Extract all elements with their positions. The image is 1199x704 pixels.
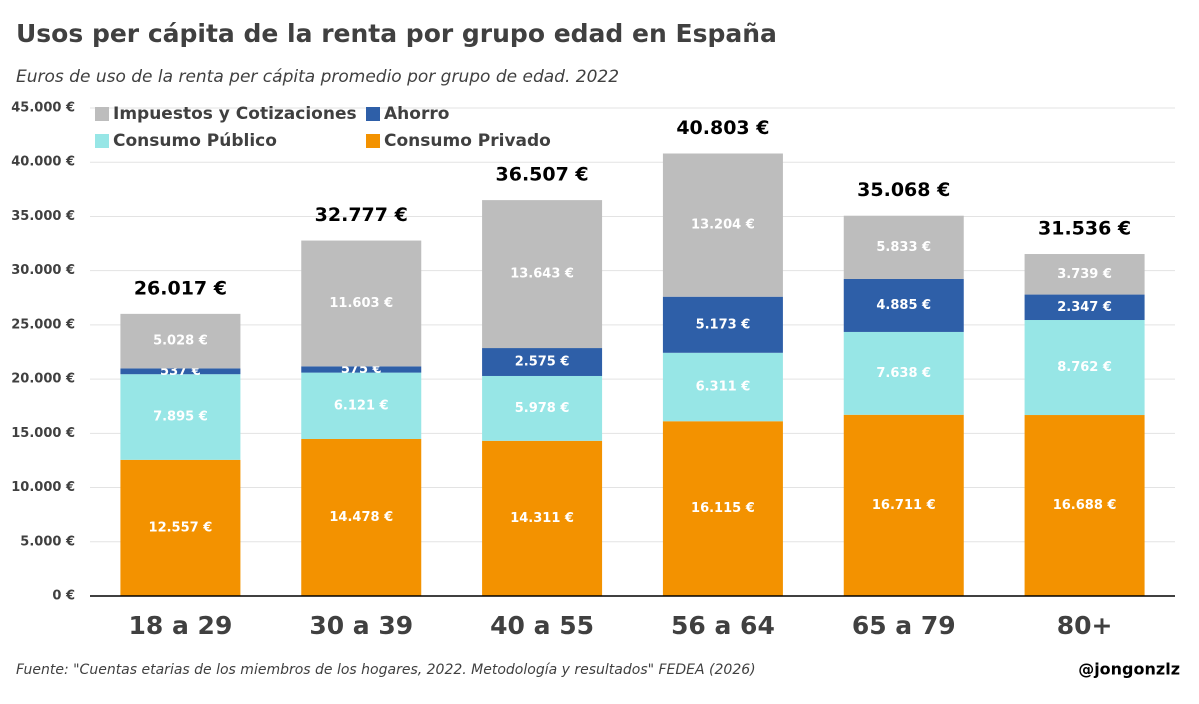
bar-segment [120,368,241,375]
bar-segment [482,440,603,596]
y-tick-label: 35.000 € [11,209,75,224]
bar-segment [1024,254,1145,295]
total-label: 31.536 € [1038,218,1131,240]
bar-segment [843,331,964,415]
bar-segment [662,352,783,422]
value-label: 16.115 € [691,501,755,516]
value-label: 3.739 € [1057,267,1112,282]
bar-segment [301,372,422,439]
legend-swatch [95,107,109,121]
value-label: 13.643 € [510,267,574,282]
value-label: 6.311 € [696,380,751,395]
x-tick-label: 30 a 39 [309,611,413,640]
value-label: 5.028 € [153,334,208,349]
y-tick-label: 30.000 € [11,263,75,278]
value-label: 2.575 € [515,355,570,370]
legend-swatch [366,107,380,121]
bar-segment [662,296,783,353]
bar-segment [662,421,783,596]
bar-segment [843,414,964,596]
value-label: 7.638 € [876,366,931,381]
value-label: 16.711 € [872,498,936,513]
value-label: 14.478 € [329,510,393,525]
y-tick-label: 15.000 € [11,426,75,441]
legend-label: Consumo Privado [384,131,551,151]
legend-swatch [95,134,109,148]
bar-segment [1024,415,1145,596]
bar-segment [1024,320,1145,416]
value-label: 8.762 € [1057,360,1112,375]
total-label: 35.068 € [857,179,950,201]
total-label: 32.777 € [315,204,408,226]
y-tick-label: 40.000 € [11,155,75,170]
value-label: 12.557 € [149,520,213,535]
value-label: 7.895 € [153,410,208,425]
y-tick-label: 10.000 € [11,480,75,495]
bar-segment [482,200,603,349]
x-tick-label: 56 a 64 [671,611,775,640]
chart-title: Usos per cápita de la renta por grupo ed… [16,19,777,48]
bar-segment [843,215,964,279]
x-tick-label: 65 a 79 [852,611,956,640]
legend-label: Impuestos y Cotizaciones [113,104,357,124]
bar-segment [120,374,241,460]
bar-segment [301,438,422,596]
legend-swatch [366,134,380,148]
y-tick-label: 0 € [52,589,75,604]
x-tick-label: 80+ [1057,611,1113,640]
legend-label: Consumo Público [113,131,277,151]
total-label: 40.803 € [676,117,769,139]
value-label: 14.311 € [510,511,574,526]
value-label: 5.978 € [515,401,570,416]
bar-segment [301,366,422,373]
y-tick-label: 5.000 € [20,534,75,549]
y-tick-label: 25.000 € [11,317,75,332]
bar-segment [482,348,603,376]
value-label: 11.603 € [329,296,393,311]
y-tick-label: 45.000 € [11,101,75,116]
bar-segment [1024,294,1145,321]
value-label: 6.121 € [334,398,389,413]
x-tick-label: 40 a 55 [490,611,594,640]
chart-subtitle: Euros de uso de la renta per cápita prom… [16,67,619,87]
source: Fuente: "Cuentas etarias de los miembros… [16,662,756,678]
total-label: 36.507 € [496,164,589,186]
y-tick-label: 20.000 € [11,372,75,387]
bar-segment [482,375,603,441]
value-label: 16.688 € [1053,498,1117,513]
value-label: 2.347 € [1057,300,1112,315]
bar-segment [301,240,422,367]
bar-segment [120,313,241,369]
legend-label: Ahorro [384,104,449,124]
total-label: 26.017 € [134,277,227,299]
value-label: 5.833 € [876,240,931,255]
bar-segment [843,278,964,332]
x-tick-label: 18 a 29 [128,611,232,640]
value-label: 5.173 € [696,317,751,332]
value-label: 4.885 € [876,298,931,313]
credit: @jongonzlz [1078,660,1180,679]
bar-segment [662,153,783,297]
bar-segment [120,459,241,596]
value-label: 13.204 € [691,218,755,233]
